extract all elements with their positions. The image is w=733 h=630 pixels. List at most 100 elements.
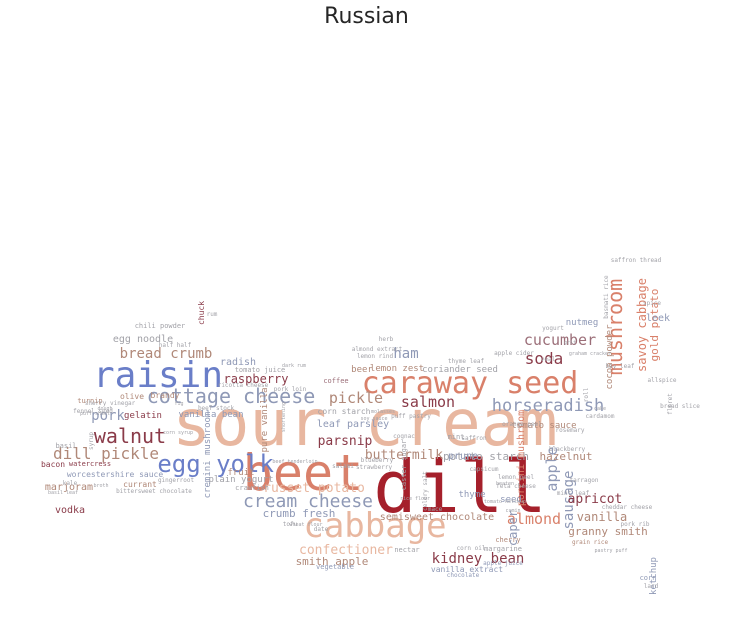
word: walnut bbox=[94, 424, 166, 448]
word: spice bbox=[643, 300, 661, 307]
word: cardamom bbox=[586, 413, 615, 420]
word: cocoa powder bbox=[605, 324, 615, 390]
word: fennel seed bbox=[73, 408, 113, 415]
word: egg noodle bbox=[113, 334, 173, 345]
word: cream cheese bbox=[243, 491, 373, 512]
word: watercress bbox=[69, 460, 111, 468]
word: wheat flour bbox=[289, 522, 322, 528]
word: fig bbox=[174, 401, 183, 407]
word: bacon bbox=[41, 460, 65, 469]
word: lard bbox=[644, 583, 659, 590]
word: bread crumb bbox=[120, 346, 213, 362]
word: cognac bbox=[393, 433, 415, 440]
word: margarine bbox=[484, 545, 522, 553]
word: cumin bbox=[505, 508, 520, 514]
word: orange peel bbox=[502, 421, 542, 428]
word: prune bbox=[448, 451, 478, 462]
word: roll bbox=[583, 387, 590, 402]
word: cottage cheese bbox=[147, 384, 316, 408]
word: granny smith bbox=[568, 525, 647, 538]
word: lemon peel bbox=[498, 474, 535, 481]
word: chili powder bbox=[135, 322, 186, 330]
word: salami bbox=[332, 463, 354, 470]
word: nectar bbox=[394, 546, 419, 554]
word: caraway seed bbox=[362, 366, 579, 401]
word: cake bbox=[594, 406, 606, 412]
word: cabbage bbox=[303, 506, 446, 546]
word: pickle bbox=[329, 389, 383, 407]
word: syrup bbox=[88, 432, 95, 450]
word: plain yogurt bbox=[208, 475, 273, 485]
word: dill pickle bbox=[53, 444, 159, 463]
word: ham bbox=[393, 346, 418, 362]
word: vanilla bbox=[577, 510, 628, 524]
word: gelatin bbox=[124, 411, 162, 421]
word: soda bbox=[525, 349, 564, 368]
word: dark rum bbox=[282, 363, 306, 369]
word: apple bbox=[543, 446, 561, 491]
word: pork rib bbox=[621, 521, 650, 528]
word: apple cider bbox=[494, 350, 534, 357]
word: kale bbox=[63, 480, 78, 487]
word: ricotta cheese bbox=[218, 382, 269, 389]
word: tarragon bbox=[570, 477, 599, 484]
word: nutmeg bbox=[566, 318, 599, 328]
word: horseradish bbox=[492, 396, 605, 416]
word: cheddar cheese bbox=[602, 504, 653, 511]
word: molasses bbox=[371, 409, 395, 415]
word: cherry bbox=[495, 536, 520, 544]
word: corn starch bbox=[318, 407, 371, 416]
word: mint leaf bbox=[557, 490, 590, 497]
word: beef tenderloin bbox=[272, 459, 317, 465]
word: capsicum bbox=[470, 466, 499, 473]
word: egg bbox=[157, 450, 200, 478]
word: beaten bbox=[496, 481, 514, 487]
word: basil leaf bbox=[48, 490, 78, 496]
word: corn oil bbox=[457, 545, 486, 552]
word: potato starch bbox=[443, 450, 529, 463]
word: beet bbox=[243, 444, 363, 502]
word: thyme leaf bbox=[448, 358, 485, 365]
word: dough bbox=[97, 406, 112, 412]
word: turnip bbox=[77, 397, 102, 405]
word: tomato sauce bbox=[511, 421, 576, 431]
word: floret bbox=[667, 393, 674, 415]
word: vanilla bean bbox=[178, 410, 243, 420]
word: caper bbox=[506, 510, 520, 546]
word: mace bbox=[428, 506, 443, 513]
word: ketchup bbox=[649, 557, 659, 595]
word: smith apple bbox=[296, 555, 369, 568]
word: mint bbox=[448, 433, 465, 441]
word: raspberry bbox=[223, 372, 288, 386]
word: strawberry bbox=[356, 464, 393, 471]
word: apple juice bbox=[483, 560, 523, 567]
word: puff sheet bbox=[80, 411, 110, 417]
word: seed bbox=[500, 495, 522, 505]
word: shortening bbox=[281, 402, 287, 432]
word: veal bbox=[541, 356, 556, 363]
word: lemon rind bbox=[357, 353, 394, 360]
word: parsnip bbox=[318, 434, 373, 449]
word: confectioner bbox=[299, 543, 393, 558]
word: saffron bbox=[461, 435, 487, 442]
word: sherry vinegar bbox=[85, 400, 136, 407]
word: sausage bbox=[561, 470, 577, 529]
word: worcestershire sauce bbox=[67, 470, 164, 479]
word: soy sauce bbox=[360, 416, 387, 422]
word: blackberry bbox=[549, 446, 586, 453]
word: bittersweet chocolate bbox=[116, 488, 192, 495]
page-title: Russian bbox=[324, 4, 409, 29]
word: cremini mushroom bbox=[203, 412, 213, 499]
word: brandy bbox=[151, 391, 180, 400]
word: tomato juice bbox=[235, 366, 286, 374]
word: half half bbox=[159, 342, 192, 349]
word: bread slice bbox=[660, 403, 700, 410]
word: cucumber bbox=[524, 331, 596, 349]
word: saffron thread bbox=[611, 257, 662, 264]
word: allspice bbox=[648, 377, 677, 384]
word: grit bbox=[564, 340, 576, 346]
word: vanilla extract bbox=[431, 565, 503, 574]
word: raisin bbox=[93, 355, 223, 396]
word: bay leaf bbox=[606, 363, 635, 370]
